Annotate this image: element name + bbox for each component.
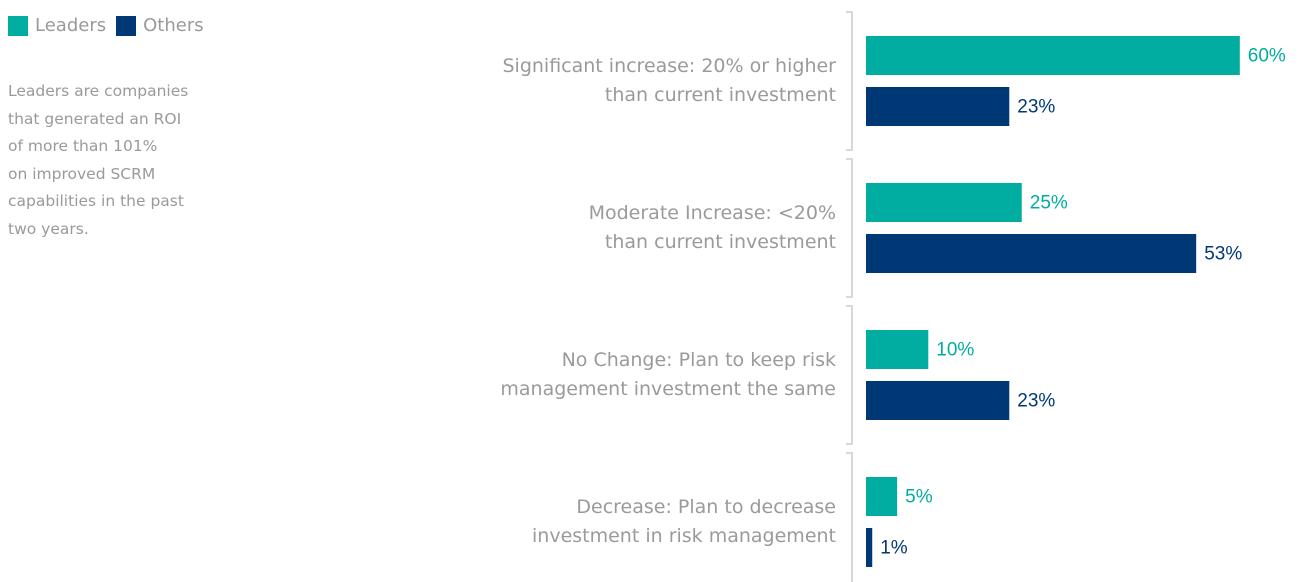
group-bracket (846, 158, 853, 298)
group-bracket (846, 11, 853, 151)
value-label: 53% (1204, 244, 1242, 265)
bar (866, 528, 873, 567)
legend-label: Others (143, 15, 204, 36)
value-label: 23% (1017, 391, 1055, 412)
category-label: Significant increase: 20% or higher than… (502, 55, 836, 106)
category-label: Moderate Increase: <20% than current inv… (588, 202, 836, 253)
value-label: 23% (1017, 97, 1055, 118)
bar (866, 477, 898, 516)
bar (866, 381, 1010, 420)
legend: Leaders Others (8, 15, 214, 36)
group-bracket (846, 305, 853, 445)
legend-label: Leaders (35, 15, 107, 36)
value-label: 5% (905, 487, 933, 508)
bar (866, 36, 1240, 75)
bar (866, 330, 929, 369)
value-label: 10% (936, 340, 974, 361)
value-label: 60% (1248, 46, 1286, 67)
value-label: 1% (880, 538, 908, 559)
bar (866, 87, 1010, 126)
category-label: Decrease: Plan to decrease investment in… (532, 496, 836, 547)
bar (866, 183, 1022, 222)
legend-swatch (116, 15, 137, 36)
bar (866, 234, 1197, 273)
category-label: No Change: Plan to keep risk management … (500, 349, 836, 400)
value-label: 25% (1030, 193, 1068, 214)
legend-swatch (8, 15, 28, 36)
annotation: Leaders are companies that generated an … (8, 82, 189, 238)
group-bracket (846, 452, 853, 582)
